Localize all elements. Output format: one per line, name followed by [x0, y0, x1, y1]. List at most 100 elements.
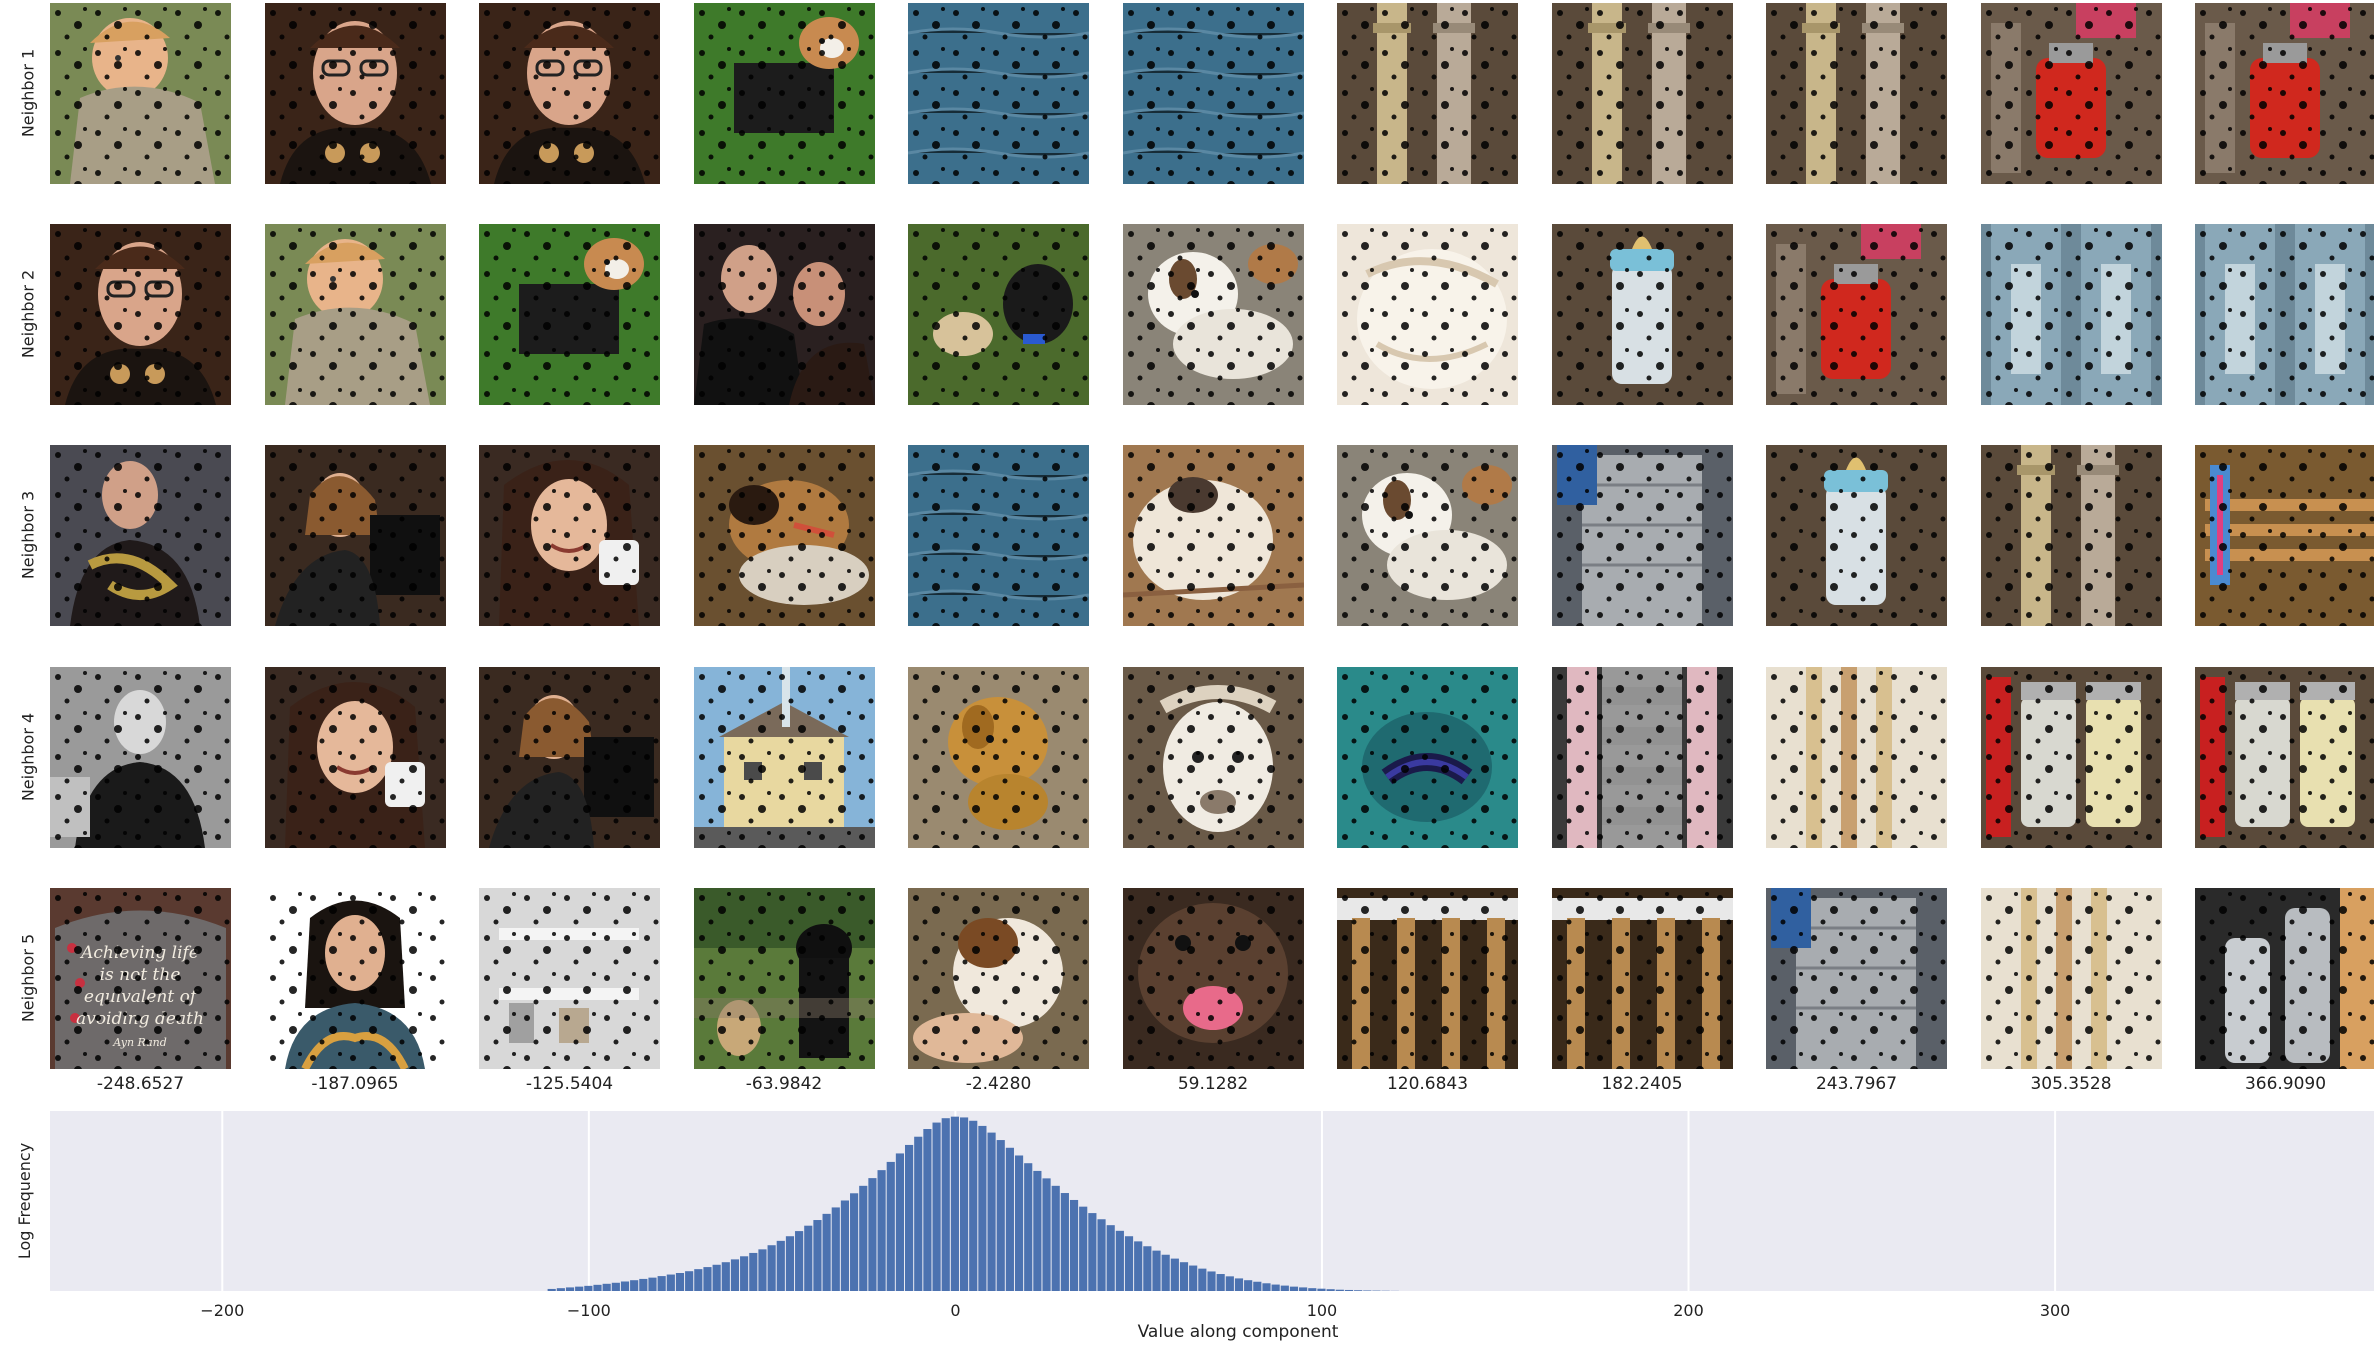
neighbor-image-dog-open-mouth	[1122, 887, 1304, 1069]
row-label-text: Neighbor 2	[18, 270, 38, 359]
histogram-bar	[1244, 1280, 1253, 1291]
plot-area	[50, 1111, 2374, 1291]
neighbor-image-hammers	[1337, 887, 1518, 1069]
neighbor-image-toddler	[264, 224, 446, 406]
neighbor-image-bespectacled-man	[264, 3, 446, 184]
histogram-bar	[694, 1269, 703, 1291]
neighbor-image-wooden-columns	[1551, 3, 1733, 184]
histogram-bar	[1280, 1285, 1289, 1291]
neighbor-image-metal-canister	[1551, 445, 1733, 627]
neighbor-image-puppy-on-grass	[479, 224, 660, 406]
histogram-bar	[666, 1274, 675, 1291]
histogram-bar	[556, 1288, 565, 1291]
histogram-bar	[749, 1252, 758, 1291]
histogram-bar	[1189, 1265, 1198, 1291]
neighbor-image-water-surface	[908, 445, 1089, 627]
histogram-bar	[1060, 1193, 1069, 1291]
histogram-bar	[1106, 1225, 1115, 1291]
neighbor-image-baby-bottle	[1766, 445, 1947, 627]
x-tick-label: −200	[200, 1301, 244, 1320]
histogram-bar	[1344, 1289, 1354, 1291]
neighbor-image-red-canister	[1980, 3, 2162, 184]
histogram-bar	[575, 1286, 584, 1291]
histogram-bar	[1179, 1262, 1189, 1291]
histogram-bar	[868, 1178, 877, 1291]
histogram-bar	[685, 1271, 694, 1291]
histogram-bar	[1134, 1241, 1143, 1291]
column-value-label: 59.1282	[1177, 1074, 1249, 1094]
histogram-bar	[721, 1262, 730, 1291]
histogram-bar	[675, 1273, 685, 1291]
histogram-bar	[905, 1144, 914, 1291]
x-axis-label: Value along component	[1138, 1322, 1339, 1342]
histogram-bar	[1271, 1284, 1280, 1291]
histogram-bar	[758, 1249, 767, 1291]
row-label-text: Neighbor 4	[18, 712, 38, 801]
neighbor-image-red-canister	[2195, 3, 2374, 184]
x-tick-label: −100	[567, 1301, 611, 1320]
histogram-bar	[584, 1285, 593, 1291]
neighbor-image-woman-at-laptop	[264, 445, 446, 627]
neighbor-image-wooden-handles	[1766, 666, 1947, 848]
y-axis-label: Log Frequency	[15, 1143, 34, 1259]
neighbor-image-puppy-on-grass	[693, 3, 875, 184]
histogram-bar	[1143, 1246, 1152, 1291]
histogram-bar	[1335, 1289, 1344, 1291]
column-value-label: -125.5404	[525, 1074, 614, 1094]
column-value-label: 120.6843	[1386, 1074, 1469, 1094]
histogram-bar	[1005, 1147, 1014, 1291]
histogram-bar	[822, 1213, 831, 1291]
histogram-bar	[1262, 1283, 1271, 1291]
neighbor-image-jeans	[2195, 224, 2374, 406]
histogram-bar	[1363, 1290, 1372, 1291]
histogram-bar	[932, 1122, 941, 1291]
histogram-bar	[850, 1193, 859, 1291]
neighbor-image-red-canister	[1766, 224, 1947, 406]
histogram-bar	[593, 1284, 602, 1291]
neighbor-image-fluffy-dog	[1337, 224, 1518, 406]
histogram-bar	[831, 1207, 840, 1291]
histogram-bar	[877, 1170, 886, 1291]
histogram-bar	[740, 1256, 749, 1291]
neighbor-image-spice-jars	[1980, 666, 2162, 848]
histogram-bar	[1051, 1185, 1060, 1291]
histogram-bar	[776, 1240, 785, 1291]
neighbor-image-llama	[1122, 666, 1304, 848]
neighbor-image-bespectacled-man	[50, 224, 231, 406]
histogram-bar	[895, 1153, 905, 1291]
neighbor-image-wooden-handles	[1980, 887, 2162, 1069]
histogram-bar	[1161, 1254, 1170, 1291]
histogram-bar	[886, 1161, 895, 1291]
neighbor-image-dog-on-floor	[1122, 445, 1304, 627]
column-value-label: -187.0965	[311, 1074, 399, 1094]
histogram-bar	[1115, 1230, 1124, 1291]
histogram-bar	[712, 1264, 721, 1291]
neighbor-image-smiling-woman	[479, 445, 660, 627]
histogram-bar	[648, 1277, 657, 1291]
histogram-bar	[795, 1231, 804, 1291]
neighbor-image-golden-puppy	[908, 666, 1089, 848]
histogram-bar	[1033, 1170, 1042, 1291]
histogram-bar	[1308, 1288, 1317, 1291]
neighbor-image-saint-bernard	[1337, 445, 1518, 627]
histogram-bar	[1097, 1219, 1106, 1291]
histogram-bar	[620, 1281, 630, 1291]
histogram-bar	[813, 1220, 822, 1291]
histogram-bar	[840, 1200, 850, 1291]
histogram-bar	[1216, 1274, 1225, 1291]
histogram-bar	[730, 1259, 740, 1291]
histogram-bar	[785, 1236, 795, 1291]
neighbor-image-white-shelf	[479, 887, 660, 1069]
histogram-bar	[804, 1225, 813, 1291]
neighbor-image-wooden-columns	[1337, 3, 1518, 184]
histogram-bar	[959, 1117, 969, 1291]
neighbor-image-grid: Neighbor 1 Neighbor 2 Neighbor 3 Neighbor 4…	[18, 3, 2374, 1094]
histogram-bar	[565, 1287, 575, 1291]
neighbor-image-dogs-on-grass	[908, 224, 1089, 406]
histogram-bar	[1299, 1287, 1308, 1291]
neighbor-image-hammers	[1551, 887, 1733, 1069]
neighbor-image-woman-portrait	[264, 887, 446, 1069]
neighbor-image-german-shepherd	[693, 445, 875, 627]
histogram-bar	[941, 1118, 950, 1291]
histogram-bar	[1088, 1213, 1097, 1291]
